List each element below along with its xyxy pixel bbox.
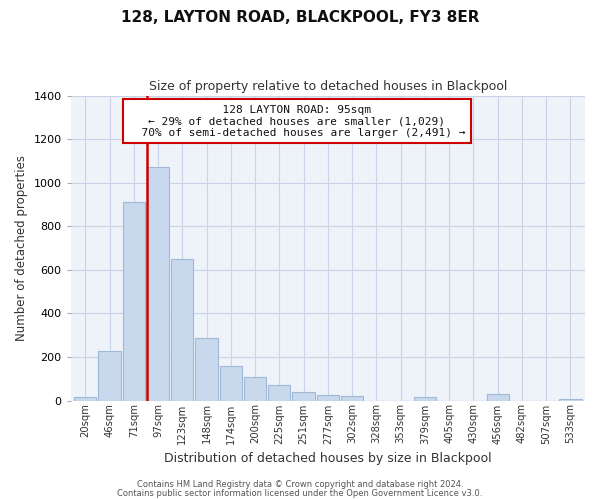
X-axis label: Distribution of detached houses by size in Blackpool: Distribution of detached houses by size …	[164, 452, 491, 465]
Text: 128 LAYTON ROAD: 95sqm  
← 29% of detached houses are smaller (1,029)
  70% of s: 128 LAYTON ROAD: 95sqm ← 29% of detached…	[128, 104, 466, 138]
Y-axis label: Number of detached properties: Number of detached properties	[15, 155, 28, 341]
Bar	[196, 338, 218, 400]
Text: 128, LAYTON ROAD, BLACKPOOL, FY3 8ER: 128, LAYTON ROAD, BLACKPOOL, FY3 8ER	[121, 10, 479, 25]
Bar	[244, 377, 266, 400]
Bar	[292, 392, 315, 400]
Bar	[74, 397, 97, 400]
Bar	[341, 396, 363, 400]
Text: Contains public sector information licensed under the Open Government Licence v3: Contains public sector information licen…	[118, 488, 482, 498]
Title: Size of property relative to detached houses in Blackpool: Size of property relative to detached ho…	[149, 80, 507, 93]
Bar	[487, 394, 509, 400]
Bar	[414, 396, 436, 400]
Bar	[171, 260, 193, 400]
Bar	[268, 386, 290, 400]
Text: Contains HM Land Registry data © Crown copyright and database right 2024.: Contains HM Land Registry data © Crown c…	[137, 480, 463, 489]
Bar	[317, 395, 339, 400]
Bar	[122, 202, 145, 400]
Bar	[220, 366, 242, 400]
Bar	[98, 351, 121, 401]
Bar	[147, 168, 169, 400]
